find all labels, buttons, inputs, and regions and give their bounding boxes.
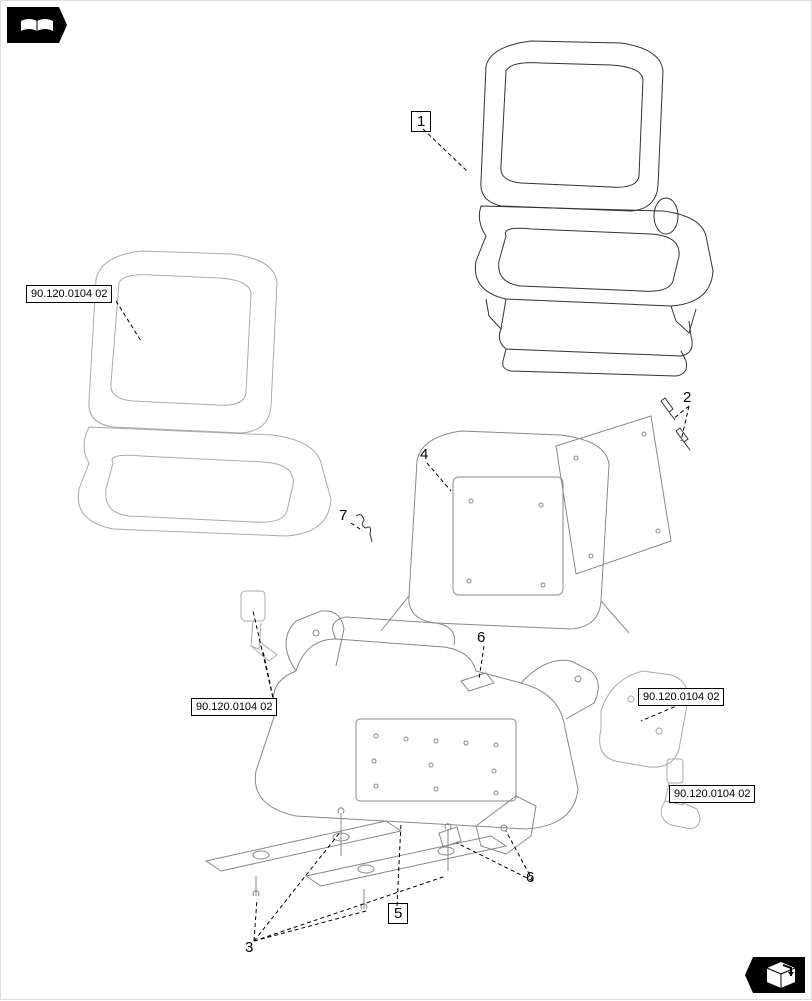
callout-label: 5 xyxy=(388,903,408,924)
ref-belt-right: 90.120.0104 02 xyxy=(669,784,755,803)
callout-1: 1 xyxy=(411,113,431,130)
callout-6a: 6 xyxy=(477,629,485,646)
callout-label: 1 xyxy=(411,111,431,132)
callout-2: 2 xyxy=(683,389,691,406)
callout-label: 7 xyxy=(339,507,347,524)
ref-label: 90.120.0104 02 xyxy=(638,688,724,706)
callout-label: 3 xyxy=(245,939,253,956)
callout-3: 3 xyxy=(245,939,253,956)
diagram-page: 1 2 3 4 5 6 6 7 90.120.0104 02 90.120.01… xyxy=(0,0,812,1000)
callout-4: 4 xyxy=(420,446,428,463)
ref-label: 90.120.0104 02 xyxy=(669,785,755,803)
callout-label: 2 xyxy=(683,389,691,406)
ref-side-right: 90.120.0104 02 xyxy=(638,687,724,706)
callout-5: 5 xyxy=(388,905,408,922)
callout-label: 6 xyxy=(477,629,485,646)
callout-label: 6 xyxy=(526,869,534,886)
diagram-drawing xyxy=(1,1,812,1001)
ref-cushion-left: 90.120.0104 02 xyxy=(26,284,112,303)
callout-7: 7 xyxy=(339,507,347,524)
cube-icon xyxy=(745,957,805,993)
ref-belt-left: 90.120.0104 02 xyxy=(191,697,277,716)
callout-label: 4 xyxy=(420,446,428,463)
callout-6b: 6 xyxy=(526,869,534,886)
ref-label: 90.120.0104 02 xyxy=(191,698,277,716)
ref-label: 90.120.0104 02 xyxy=(26,285,112,303)
book-icon xyxy=(7,7,67,43)
